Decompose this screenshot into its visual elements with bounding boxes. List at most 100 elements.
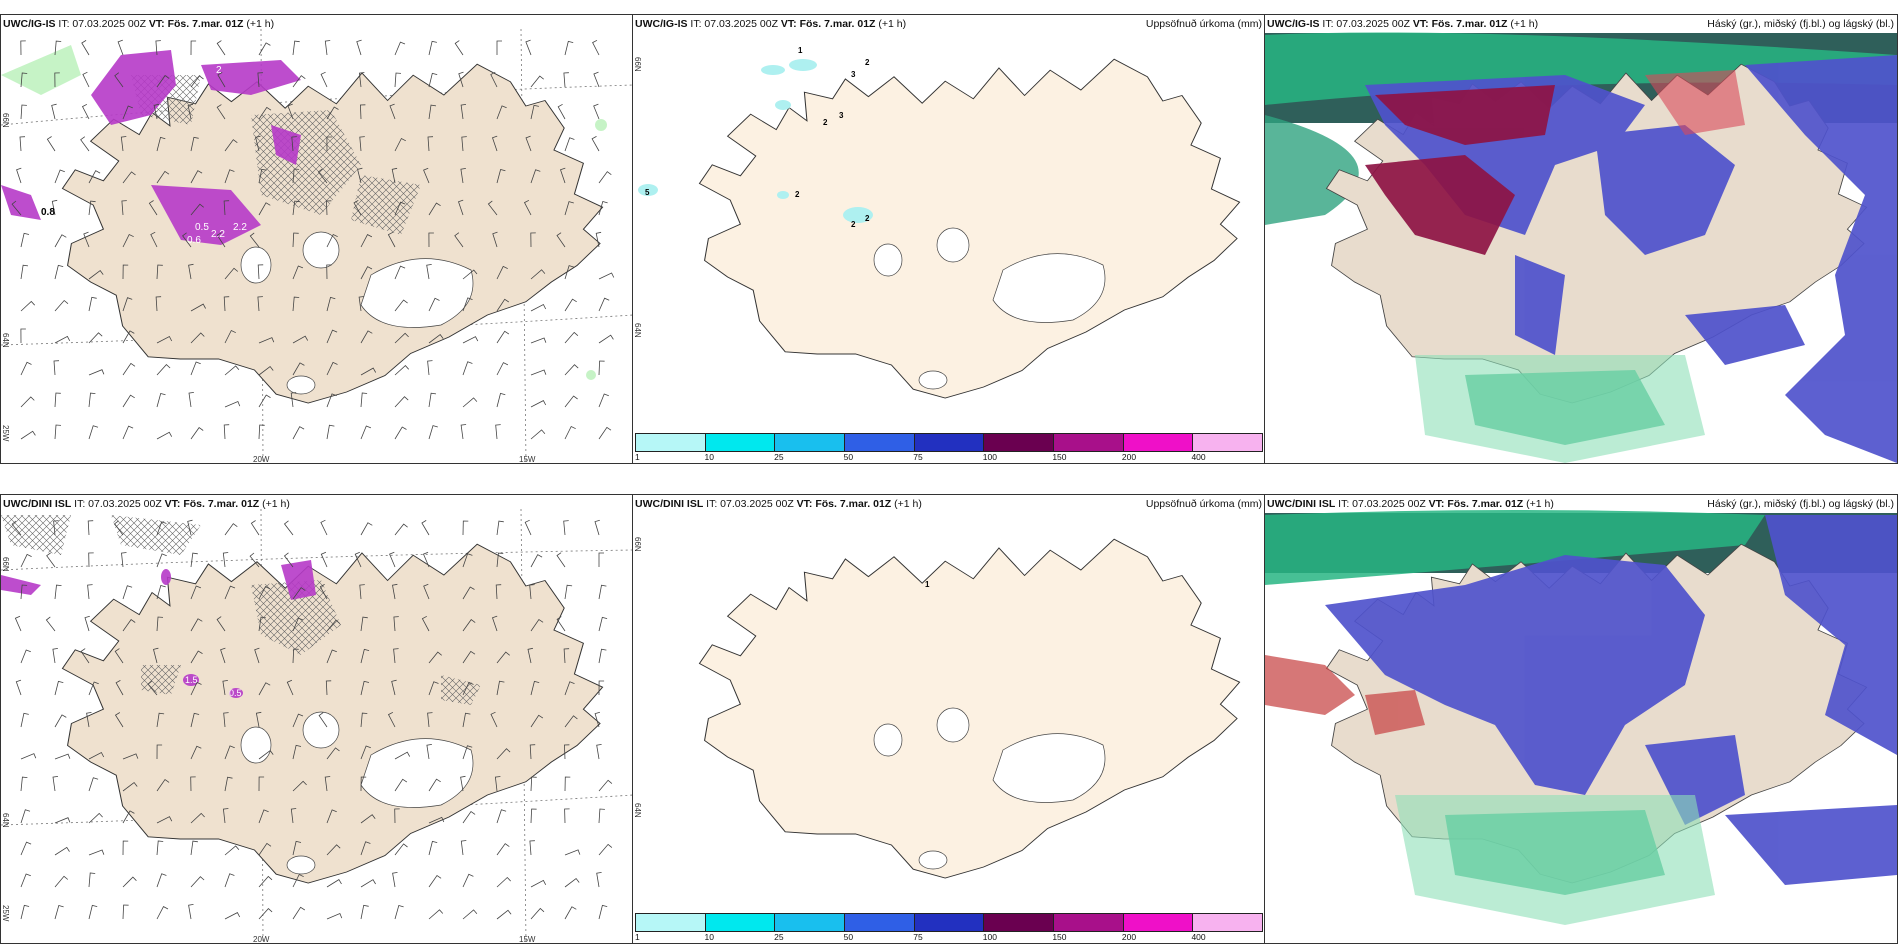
wind-barb xyxy=(156,136,166,152)
lat-label: 66N xyxy=(1,557,10,572)
wind-barb xyxy=(88,392,96,408)
wind-barb xyxy=(11,200,22,216)
wind-barb xyxy=(216,232,226,248)
wind-barb xyxy=(156,816,173,824)
wind-barb xyxy=(224,873,235,888)
wind-barb xyxy=(530,369,547,376)
wind-barb xyxy=(496,265,508,280)
valid-time: Fös. 7.mar. 01Z xyxy=(815,498,892,510)
wind-barb xyxy=(81,103,90,120)
wind-barb xyxy=(222,552,229,568)
wind-barb xyxy=(427,712,433,728)
precip-panel-top: 1 2 3 2 3 2 2 2 5 UWC/IG-IS IT: 07.03.20… xyxy=(632,14,1266,464)
wind-barb xyxy=(88,681,99,696)
wind-barb xyxy=(20,264,29,280)
wind-barb xyxy=(428,425,438,440)
vt-label: VT: xyxy=(1428,498,1445,510)
wind-barb xyxy=(190,812,205,824)
wind-barb xyxy=(258,750,274,760)
wind-barb xyxy=(360,680,370,696)
wind-barb xyxy=(392,872,398,888)
wind-barb xyxy=(88,200,96,216)
wind-barb xyxy=(223,200,230,216)
wind-barb xyxy=(596,872,602,888)
wind-barb xyxy=(598,360,605,376)
wind-barb xyxy=(394,396,409,408)
wind-barb xyxy=(564,906,577,920)
wind-barb xyxy=(387,711,396,728)
wind-barb xyxy=(496,748,511,760)
wind-barb xyxy=(11,520,22,536)
wind-barb xyxy=(530,808,537,824)
wind-barb xyxy=(428,681,439,696)
wind-barb xyxy=(292,200,300,216)
offset: (+1 h) xyxy=(1526,498,1554,510)
wind-barb xyxy=(394,201,406,216)
wind-barb xyxy=(258,424,265,440)
wind-barb xyxy=(360,776,367,792)
wind-barb xyxy=(121,200,127,216)
colorbar-segment xyxy=(1054,914,1124,931)
init-time: IT: 07.03.2025 00Z xyxy=(74,498,162,510)
wind-barb xyxy=(292,168,300,184)
wind-barb xyxy=(462,619,476,632)
wind-barb xyxy=(122,171,136,184)
wind-barb xyxy=(462,336,479,344)
wind-barb xyxy=(292,780,307,792)
wind-barb xyxy=(20,873,31,888)
wind-barb xyxy=(454,40,464,56)
wind-barb xyxy=(54,234,67,248)
wind-barb xyxy=(594,711,601,728)
wind-barb xyxy=(249,232,260,248)
wind-barb xyxy=(564,137,575,152)
wind-barb xyxy=(88,777,99,792)
colorbar-tick: 50 xyxy=(843,452,854,462)
wind-barb xyxy=(54,392,61,408)
wind-barb xyxy=(52,776,59,792)
wind-barb xyxy=(360,522,373,536)
wind-barb xyxy=(458,71,464,88)
wind-barb xyxy=(258,908,273,920)
wind-barb xyxy=(490,711,498,728)
offset: (+1 h) xyxy=(878,18,907,30)
precip-value: 3 xyxy=(839,111,844,120)
wind-barb xyxy=(529,744,536,760)
wind-barb xyxy=(19,136,26,152)
wind-barb xyxy=(492,231,498,248)
wind-barb xyxy=(527,647,533,664)
wind-barb xyxy=(190,712,200,728)
wind-barb xyxy=(496,651,510,664)
wind-barb xyxy=(122,233,134,248)
colorbar-tick: 150 xyxy=(1052,932,1067,942)
model-name: UWC/IG-IS xyxy=(3,18,56,30)
wind-barb xyxy=(326,393,337,408)
model-name: UWC/DINI ISL xyxy=(3,498,72,510)
valid-time: Fös. 7.mar. 01Z xyxy=(1431,18,1508,30)
model-name: UWC/DINI ISL xyxy=(1267,498,1336,510)
wind-barb xyxy=(190,361,201,376)
wind-barb xyxy=(156,712,165,728)
wind-barb xyxy=(190,876,205,888)
wind-barb xyxy=(84,615,90,632)
wind-barb xyxy=(462,520,469,536)
wind-barb xyxy=(46,552,56,568)
lon-label: 20W xyxy=(253,935,270,944)
wind-barb xyxy=(428,651,442,664)
wind-barb xyxy=(292,75,306,88)
wind-barb xyxy=(394,72,402,88)
wind-barb xyxy=(326,912,343,920)
wind-barb xyxy=(360,904,369,920)
wind-barb xyxy=(187,103,194,120)
wind-barb xyxy=(156,585,166,600)
wind-barb xyxy=(222,680,228,696)
colorbar-tick: 25 xyxy=(774,452,784,462)
wind-barb xyxy=(460,840,467,856)
wind-barb xyxy=(45,616,56,632)
wind-barb xyxy=(325,680,332,696)
wind-barb xyxy=(428,778,441,792)
wind-barb xyxy=(88,849,105,856)
wind-value: 2.2 xyxy=(211,229,225,240)
wind-barb xyxy=(394,778,408,792)
wind-barb xyxy=(148,200,158,216)
wind-barb xyxy=(224,845,240,856)
